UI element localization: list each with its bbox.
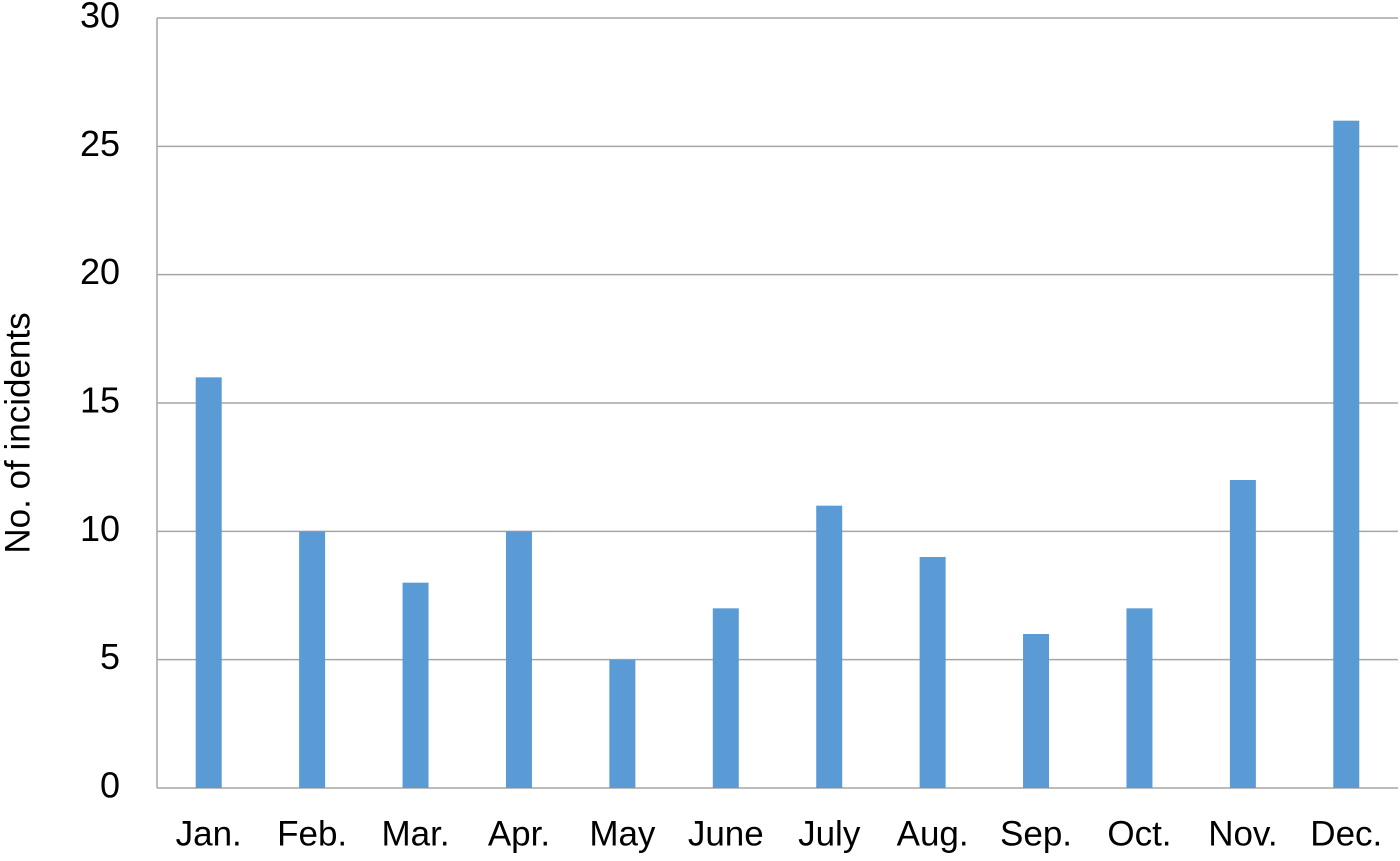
x-tick-label: Feb.	[277, 814, 347, 853]
y-tick-label: 20	[80, 251, 120, 292]
y-tick-label: 15	[80, 380, 120, 421]
y-tick-label: 25	[80, 123, 120, 164]
y-tick-label: 30	[80, 0, 120, 36]
x-tick-label: Sep.	[1000, 814, 1072, 853]
x-tick-label: Nov.	[1208, 814, 1277, 853]
bar	[195, 377, 222, 788]
y-tick-label: 5	[100, 636, 120, 677]
bar	[816, 505, 843, 788]
bar	[1229, 480, 1256, 788]
y-tick-label: 10	[80, 508, 120, 549]
bar	[299, 531, 326, 788]
bar	[609, 659, 636, 788]
y-tick-label: 0	[100, 765, 120, 806]
x-tick-label: May	[589, 814, 656, 853]
x-tick-label: June	[688, 814, 764, 853]
x-tick-label: Aug.	[897, 814, 969, 853]
x-tick-label: Jan.	[176, 814, 242, 853]
x-tick-label: Oct.	[1107, 814, 1171, 853]
x-tick-label: July	[798, 814, 861, 853]
bar	[1126, 608, 1153, 788]
x-tick-label: Apr.	[488, 814, 550, 853]
y-axis-label: No. of incidents	[0, 312, 37, 553]
bar	[505, 531, 532, 788]
bar	[712, 608, 739, 788]
bar	[402, 582, 429, 788]
x-tick-label: Mar.	[382, 814, 450, 853]
x-tick-label: Dec.	[1310, 814, 1382, 853]
bar	[1023, 634, 1050, 788]
bar	[1333, 120, 1360, 788]
bar	[919, 557, 946, 788]
